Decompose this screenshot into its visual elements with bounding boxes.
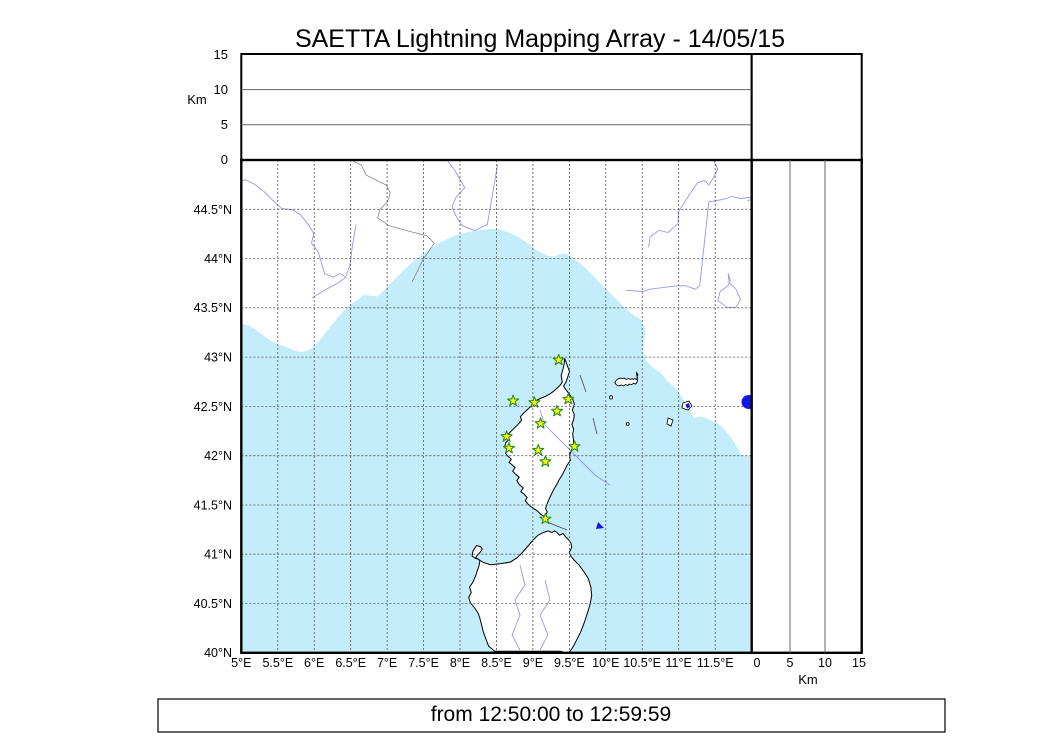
svg-text:SAETTA Lightning Mapping Array: SAETTA Lightning Mapping Array - 14/05/1…: [295, 25, 785, 53]
svg-text:0: 0: [754, 656, 761, 670]
svg-text:40.5°N: 40.5°N: [194, 597, 232, 611]
svg-text:9.5°E: 9.5°E: [554, 656, 585, 670]
svg-text:43.5°N: 43.5°N: [194, 301, 232, 315]
svg-text:5: 5: [787, 656, 794, 670]
svg-text:11.5°E: 11.5°E: [697, 656, 734, 670]
svg-text:8°E: 8°E: [450, 656, 470, 670]
svg-text:40°N: 40°N: [204, 646, 232, 660]
svg-text:6.5°E: 6.5°E: [335, 656, 366, 670]
svg-text:41.5°N: 41.5°N: [194, 498, 232, 512]
svg-text:44.5°N: 44.5°N: [194, 203, 232, 217]
svg-text:5°E: 5°E: [231, 656, 251, 670]
svg-text:9°E: 9°E: [523, 656, 543, 670]
svg-text:15: 15: [214, 47, 228, 62]
svg-text:7°E: 7°E: [377, 656, 397, 670]
svg-text:10: 10: [818, 656, 832, 670]
svg-text:6°E: 6°E: [304, 656, 324, 670]
svg-text:from 12:50:00 to 12:59:59: from 12:50:00 to 12:59:59: [431, 703, 672, 726]
svg-text:44°N: 44°N: [204, 252, 232, 266]
svg-text:41°N: 41°N: [204, 548, 232, 562]
svg-text:42.5°N: 42.5°N: [194, 400, 232, 414]
svg-text:10: 10: [214, 82, 228, 97]
svg-text:8.5°E: 8.5°E: [481, 656, 512, 670]
svg-text:7.5°E: 7.5°E: [408, 656, 439, 670]
svg-text:15: 15: [852, 656, 866, 670]
svg-text:42°N: 42°N: [204, 449, 232, 463]
svg-text:10.5°E: 10.5°E: [623, 656, 661, 670]
svg-text:0: 0: [221, 152, 228, 167]
svg-text:43°N: 43°N: [204, 351, 232, 365]
svg-text:10°E: 10°E: [592, 656, 619, 670]
svg-text:5.5°E: 5.5°E: [262, 656, 293, 670]
svg-text:5: 5: [221, 117, 228, 132]
svg-text:Km: Km: [798, 672, 818, 687]
svg-text:Km: Km: [187, 92, 207, 107]
svg-text:11°E: 11°E: [666, 656, 692, 670]
